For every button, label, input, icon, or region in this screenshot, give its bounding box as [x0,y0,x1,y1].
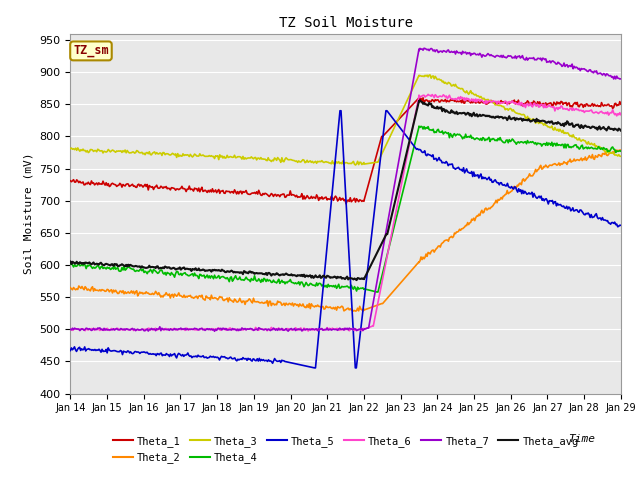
Title: TZ Soil Moisture: TZ Soil Moisture [278,16,413,30]
Text: TZ_sm: TZ_sm [73,44,109,58]
Text: Time: Time [568,434,595,444]
Y-axis label: Soil Moisture (mV): Soil Moisture (mV) [24,153,34,275]
Legend: Theta_1, Theta_2, Theta_3, Theta_4, Theta_5, Theta_6, Theta_7, Theta_avg: Theta_1, Theta_2, Theta_3, Theta_4, Thet… [108,432,583,468]
